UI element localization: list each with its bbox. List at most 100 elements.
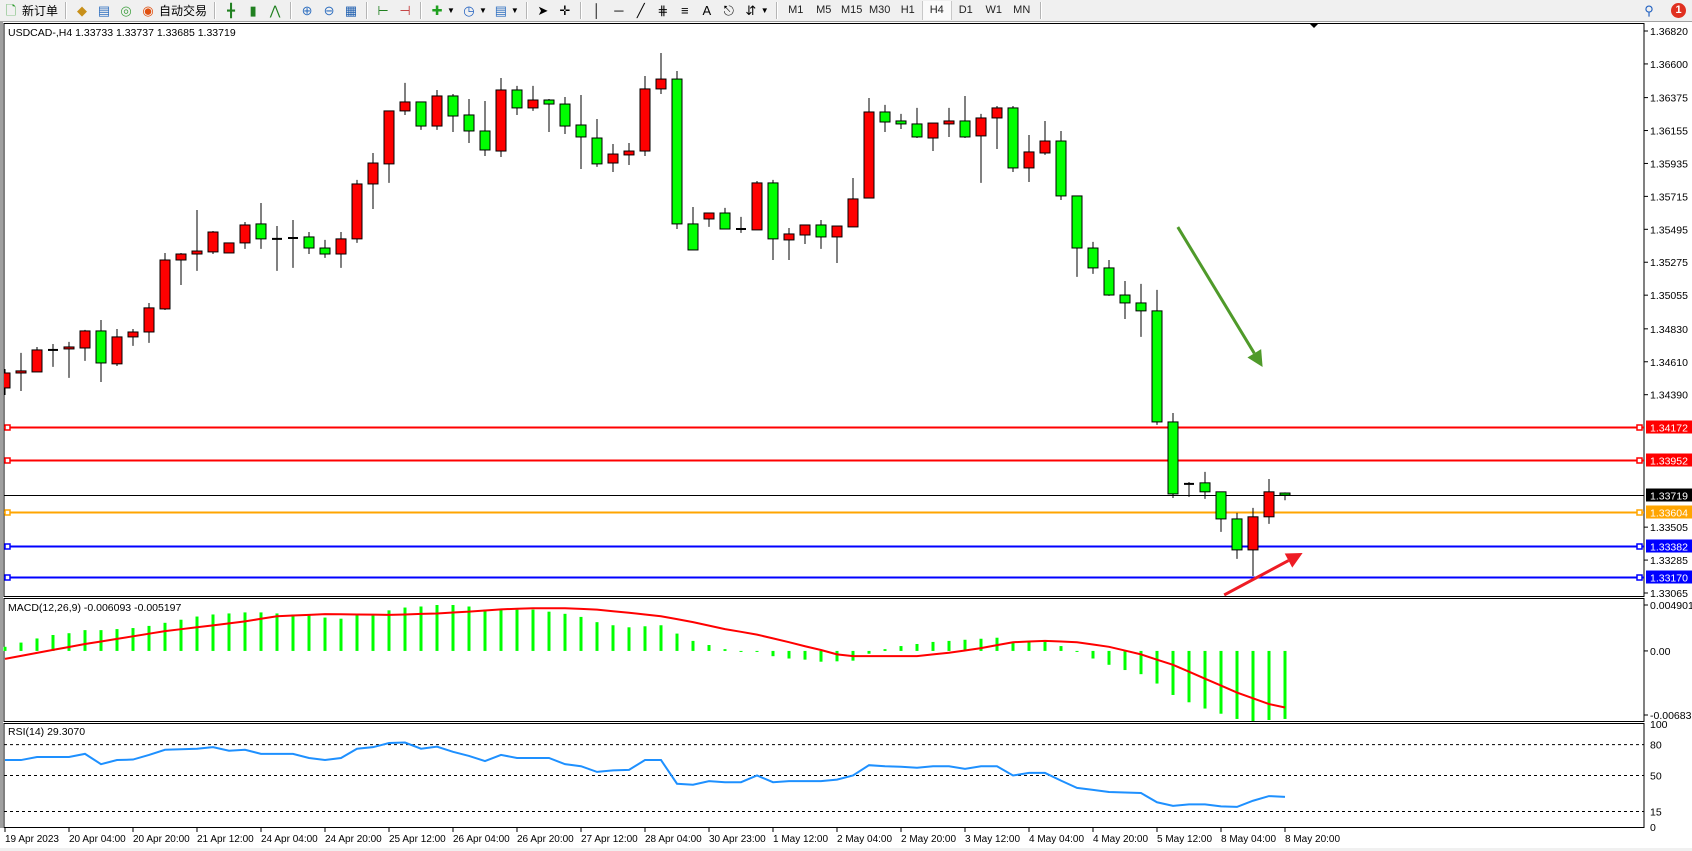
- macd-histogram-bar: [931, 641, 935, 651]
- candle-body-bear: [1055, 140, 1067, 197]
- new-order-label: 新订单: [22, 4, 59, 18]
- time-axis-label: 1 May 12:00: [773, 834, 828, 845]
- candle-body-bull: [655, 78, 667, 90]
- macd-histogram-bar: [403, 607, 407, 651]
- macd-histogram-bar: [67, 633, 71, 651]
- price-tag-label: 1.33604: [1650, 508, 1688, 520]
- indicators-button[interactable]: ✚ ▼: [426, 1, 458, 20]
- annotation-arrow-head: [1284, 553, 1303, 568]
- timeframe-m5[interactable]: M5: [816, 4, 832, 16]
- candle-body-bear: [1231, 518, 1243, 551]
- line-handle-right: [1636, 509, 1643, 516]
- price-axis-label: 1.33065: [1650, 588, 1688, 600]
- macd-histogram-bar: [83, 630, 87, 651]
- time-axis-label: 2 May 04:00: [837, 834, 892, 845]
- vertical-line-button[interactable]: │: [586, 1, 608, 20]
- timeframe-h1[interactable]: H1: [900, 4, 915, 16]
- tile-windows-button[interactable]: ▦: [340, 1, 362, 20]
- price-plot: [4, 53, 1644, 596]
- candle: [159, 252, 171, 310]
- autoscroll-button[interactable]: ⊢: [372, 1, 394, 20]
- chart-shift-button[interactable]: ⊣: [394, 1, 416, 20]
- price-axis-label: 1.35495: [1650, 224, 1688, 236]
- candle-body-bear: [1199, 482, 1211, 493]
- macd-histogram-bar: [243, 612, 247, 651]
- candle: [1087, 241, 1099, 274]
- macd-histogram-bar: [51, 634, 55, 651]
- candle: [175, 252, 187, 285]
- time-axis-label: 20 Apr 20:00: [133, 834, 190, 845]
- candle-body-bull: [111, 336, 123, 365]
- candle-body-bear: [895, 120, 907, 125]
- macd-histogram-bar: [371, 615, 375, 651]
- add-indicator-icon: ✚: [431, 2, 443, 18]
- price-axis-label: 1.34390: [1650, 390, 1688, 402]
- terminal-button[interactable]: ◎: [115, 1, 137, 20]
- time-axis-label: 26 Apr 04:00: [453, 834, 510, 845]
- auto-trading-button[interactable]: ◉ 自动交易: [137, 1, 210, 20]
- navigator-button[interactable]: ▤: [93, 1, 115, 20]
- bar-chart-button[interactable]: ╋: [220, 1, 242, 20]
- timeframe-w1[interactable]: W1: [985, 4, 1002, 16]
- zoom-in-button[interactable]: ⊕: [296, 1, 318, 20]
- text-button[interactable]: A: [696, 1, 718, 20]
- timeframe-h4[interactable]: H4: [921, 1, 952, 20]
- zoom-in-icon: ⊕: [301, 2, 313, 18]
- timeframe-m30[interactable]: M30: [869, 4, 891, 16]
- candle-body-bull: [175, 253, 187, 261]
- candle: [1231, 512, 1243, 559]
- candle: [639, 76, 651, 156]
- fibonacci-button[interactable]: ≡: [674, 1, 696, 20]
- candle-body-bull: [351, 183, 363, 240]
- text-label-button[interactable]: ⎋: [718, 1, 740, 20]
- timeframe-m15[interactable]: M15: [841, 4, 863, 16]
- candle: [815, 220, 827, 249]
- search-icon[interactable]: ⚲: [1644, 2, 1654, 18]
- chevron-down-icon: ▼: [760, 6, 769, 15]
- trendline-button[interactable]: ╱: [630, 1, 652, 20]
- toolbar-separator: [366, 2, 369, 19]
- zoom-out-button[interactable]: ⊖: [318, 1, 340, 20]
- templates-button[interactable]: ▤ ▼: [490, 1, 522, 20]
- periods-button[interactable]: ◷ ▼: [458, 1, 490, 20]
- price-axis-label: 1.36820: [1650, 26, 1688, 38]
- candle: [575, 95, 587, 169]
- candle: [48, 343, 58, 367]
- candle: [719, 207, 731, 230]
- macd-histogram-bar: [467, 606, 471, 651]
- candle-body-bull: [527, 99, 539, 109]
- cursor-button[interactable]: ➤: [532, 1, 554, 20]
- candle-body-bull: [63, 346, 75, 350]
- horizontal-line-button[interactable]: ─: [608, 1, 630, 20]
- new-order-button[interactable]: 🗋 新订单: [0, 1, 61, 20]
- notification-badge[interactable]: 1: [1671, 3, 1686, 18]
- market-watch-button[interactable]: ◆: [71, 1, 93, 20]
- candle: [623, 142, 635, 165]
- line-chart-button[interactable]: ⋀: [264, 1, 286, 20]
- price-axis-label: 1.34610: [1650, 357, 1688, 369]
- candlestick-button[interactable]: ▮: [242, 1, 264, 20]
- macd-histogram-bar: [867, 650, 871, 654]
- trendline-icon: ╱: [636, 2, 645, 18]
- timeframe-d1[interactable]: D1: [958, 4, 973, 16]
- channel-icon: ⋕: [657, 2, 669, 18]
- arrows-button[interactable]: ⇵ ▼: [740, 1, 772, 20]
- chart-shift-marker: [1309, 23, 1319, 28]
- candle: [736, 216, 746, 233]
- macd-histogram-bar: [115, 629, 119, 651]
- clock-icon: ◷: [463, 2, 475, 18]
- macd-histogram-bar: [691, 640, 695, 651]
- window-left-frame: [0, 22, 3, 828]
- macd-histogram-bar: [803, 650, 807, 660]
- chart-window[interactable]: USDCAD-,H4 1.33733 1.33737 1.33685 1.337…: [0, 22, 1692, 851]
- annotation-arrow-shaft: [1176, 226, 1256, 355]
- candle: [351, 179, 363, 243]
- equidistant-channel-button[interactable]: ⋕: [652, 1, 674, 20]
- macd-histogram-bar: [35, 638, 39, 651]
- timeframe-mn[interactable]: MN: [1013, 4, 1031, 16]
- crosshair-button[interactable]: ✛: [554, 1, 576, 20]
- timeframe-m1[interactable]: M1: [788, 4, 804, 16]
- candle-body-bear: [559, 103, 571, 127]
- vertical-line-icon: │: [592, 2, 601, 18]
- macd-histogram-bar: [915, 643, 919, 651]
